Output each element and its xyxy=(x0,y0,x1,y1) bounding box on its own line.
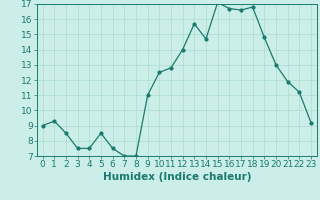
X-axis label: Humidex (Indice chaleur): Humidex (Indice chaleur) xyxy=(102,172,251,182)
